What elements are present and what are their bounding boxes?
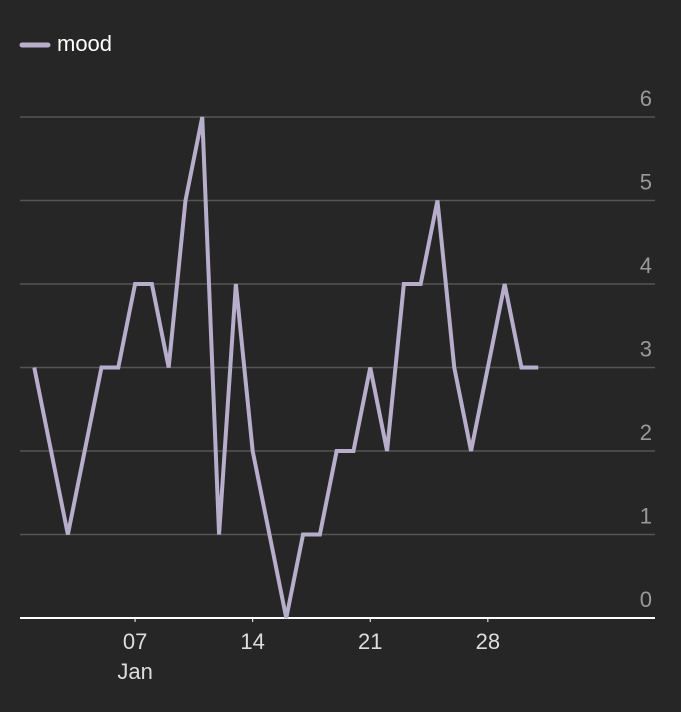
x-tick-label: 14 [240,629,264,654]
x-tick-label: 07 [123,629,147,654]
y-tick-label: 6 [640,86,652,111]
y-tick-label: 4 [640,253,652,278]
x-month-label: Jan [117,659,152,684]
y-tick-label: 0 [640,587,652,612]
x-tick-label: 28 [476,629,500,654]
legend-label: mood [57,31,112,56]
x-tick-label: 21 [358,629,382,654]
y-tick-label: 5 [640,169,652,194]
y-tick-label: 1 [640,503,652,528]
y-tick-label: 2 [640,420,652,445]
y-tick-label: 3 [640,336,652,361]
line-series [32,116,539,619]
